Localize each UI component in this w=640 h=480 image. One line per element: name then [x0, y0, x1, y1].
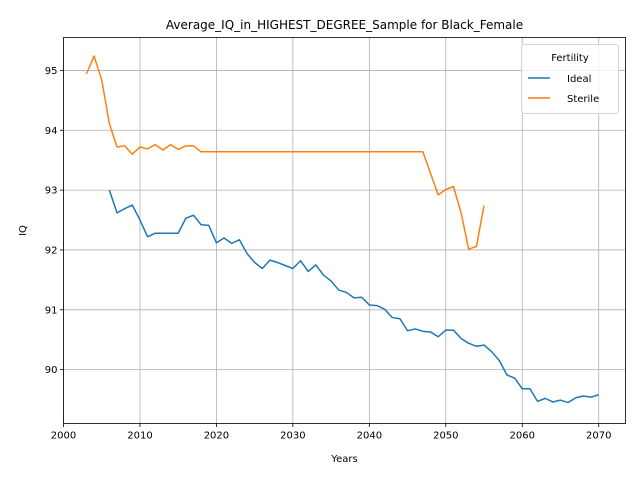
x-tick-label-2010: 2010 [127, 431, 152, 442]
legend-title: Fertility [551, 53, 589, 64]
x-tick-label-2060: 2060 [510, 431, 535, 442]
x-tick-label-2040: 2040 [357, 431, 382, 442]
x-axis-label: Years [330, 454, 357, 465]
y-tick-label-92: 92 [45, 245, 58, 256]
y-axis-label: IQ [18, 225, 29, 236]
legend-label-ideal: Ideal [567, 74, 591, 85]
x-tick-label-2050: 2050 [433, 431, 458, 442]
y-tick-label-93: 93 [45, 186, 58, 197]
y-tick-label-90: 90 [45, 365, 58, 376]
series-line-ideal [108, 189, 599, 404]
legend-label-sterile: Sterile [567, 94, 599, 105]
y-tick-label-95: 95 [45, 66, 58, 77]
x-axis-ticks: 2000 2010 2020 2030 2040 2050 2060 2070 [51, 423, 611, 442]
y-tick-label-94: 94 [45, 126, 58, 137]
y-axis-ticks: 90 91 92 93 94 95 [45, 66, 64, 376]
legend: Fertility Ideal Sterile [521, 44, 619, 114]
x-tick-label-2020: 2020 [204, 431, 229, 442]
x-tick-label-2070: 2070 [586, 431, 611, 442]
plot-frame [63, 37, 626, 424]
y-tick-label-91: 91 [45, 305, 58, 316]
series-lines [85, 55, 599, 404]
series-line-sterile [85, 55, 485, 251]
grid [63, 37, 626, 424]
x-tick-label-2000: 2000 [51, 431, 76, 442]
x-tick-label-2030: 2030 [280, 431, 305, 442]
legend-box [521, 44, 619, 114]
chart-title: Average_IQ_in_HIGHEST_DEGREE_Sample for … [166, 18, 523, 32]
